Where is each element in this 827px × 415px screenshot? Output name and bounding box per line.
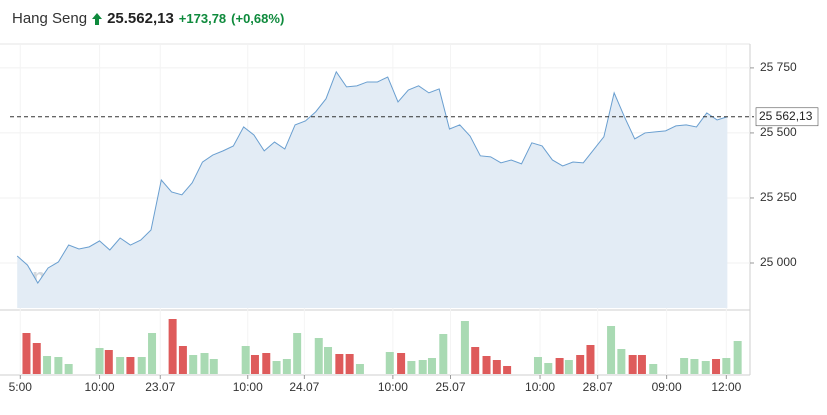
y-tick-label: 25 250 [760,190,797,204]
last-price-box [755,107,819,127]
volume-bar [722,358,731,374]
volume-bar [54,357,63,374]
up-arrow [92,12,103,25]
volume-bar [607,326,616,374]
volume-bar [712,359,721,374]
volume-bar [168,319,177,374]
y-tick-label: 25 500 [760,125,797,139]
volume-bar [427,358,436,374]
volume-bar [418,360,427,374]
volume-bar [148,333,157,374]
volume-bar [439,334,448,374]
volume-bar [576,355,585,374]
volume-bar [628,355,637,374]
volume-bar [637,355,646,374]
change-percent: (+0,68%) [231,11,285,26]
volume-bar [314,338,323,374]
index-name: Hang Seng [12,10,88,27]
volume-bar [355,364,364,374]
volume-bar [272,361,281,374]
y-tick-label: 25 750 [760,60,797,74]
volume-bar [116,357,125,374]
volume-bar [293,333,302,374]
volume-bar [282,359,291,374]
volume-bar [241,346,250,374]
x-tick-label: 10:00 [233,380,263,394]
volume-bar [335,354,344,374]
volume-bar [649,364,658,374]
x-tick-label: 25.07 [435,380,465,394]
price: 25.562,13 [107,10,174,27]
volume-bar [32,343,41,374]
volume-bar [492,360,501,374]
x-tick-label: 10:00 [525,380,555,394]
volume-bar [385,352,394,374]
change: +173,78 [178,11,227,26]
last-price-label: 25 562,13 [759,109,813,123]
volume-bar [564,360,573,374]
volume-bar [460,321,469,374]
volume-bar [43,356,52,374]
volume-bar [200,353,209,374]
x-tick-label: 5:00 [9,380,33,394]
volume-bar [64,364,73,374]
volume-bar [586,345,595,374]
volume-bar [178,346,187,374]
x-tick-label: 10:00 [85,380,115,394]
volume-bar [544,363,553,374]
header: Hang Seng 25.562,13 +173,78 (+0,68%) [12,10,284,27]
volume-bar [209,359,218,374]
volume-bar [701,361,710,374]
volume-bar [680,358,689,374]
volume-bar [397,353,406,374]
x-tick-label: 24.07 [289,380,319,394]
volume-bar [262,353,271,374]
volume-bar [407,361,416,374]
y-tick-label: 25 000 [760,255,797,269]
volume-bar [471,347,480,374]
volume-bar [690,359,699,374]
volume-bar [733,341,742,374]
volume-bar [617,349,626,374]
x-tick-label: 28.07 [583,380,613,394]
price-line [16,70,728,284]
volume-bar [555,358,564,374]
volume-bar [95,348,104,374]
volume-bar [503,366,512,374]
volume-bar [22,333,31,374]
x-tick-label: 23.07 [145,380,175,394]
volume-bar [189,355,198,374]
x-tick-label: 10:00 [378,380,408,394]
volume-bar [137,357,146,374]
volume-bar [482,356,491,374]
volume-bar [250,355,259,374]
x-tick-label: 09:00 [652,380,682,394]
volume-bar [533,357,542,374]
volume-bar [104,350,113,374]
volume-bar [345,354,354,374]
volume-bar [126,357,135,374]
area [17,71,728,308]
x-tick-label: 12:00 [711,380,741,394]
volume-bar [324,347,333,374]
